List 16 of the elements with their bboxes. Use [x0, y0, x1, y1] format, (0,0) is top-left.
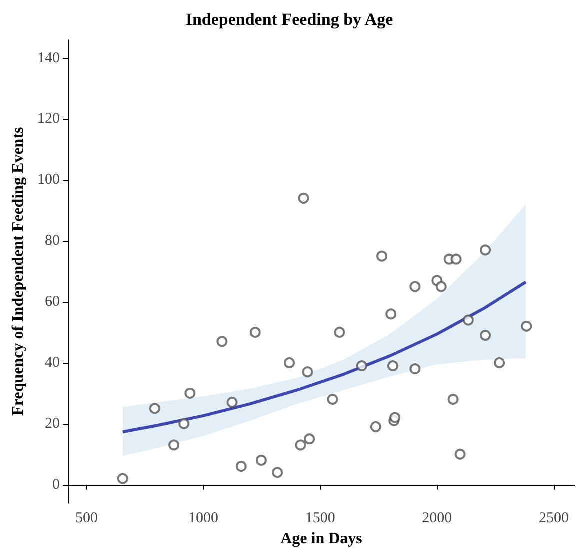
y-tick-label: 60	[45, 294, 60, 310]
y-tick-label: 140	[38, 50, 60, 66]
x-tick-label: 1500	[305, 510, 336, 527]
y-tick-label: 100	[38, 172, 60, 188]
x-tick-label: 500	[75, 510, 98, 527]
y-tick-label: 0	[52, 476, 60, 493]
y-tick-label: 120	[38, 111, 60, 128]
chart-title: Independent Feeding by Age	[186, 10, 394, 29]
y-tick-label: 80	[45, 233, 60, 250]
y-tick-label: 40	[45, 354, 60, 371]
x-tick-label: 1000	[188, 510, 219, 527]
x-tick-label: 2000	[422, 510, 452, 527]
x-axis-title: Age in Days	[280, 530, 362, 548]
x-tick-label: 2500	[538, 510, 569, 527]
y-axis-title: Frequency of Independent Feeding Events	[10, 127, 28, 416]
y-tick-label: 20	[45, 416, 60, 432]
